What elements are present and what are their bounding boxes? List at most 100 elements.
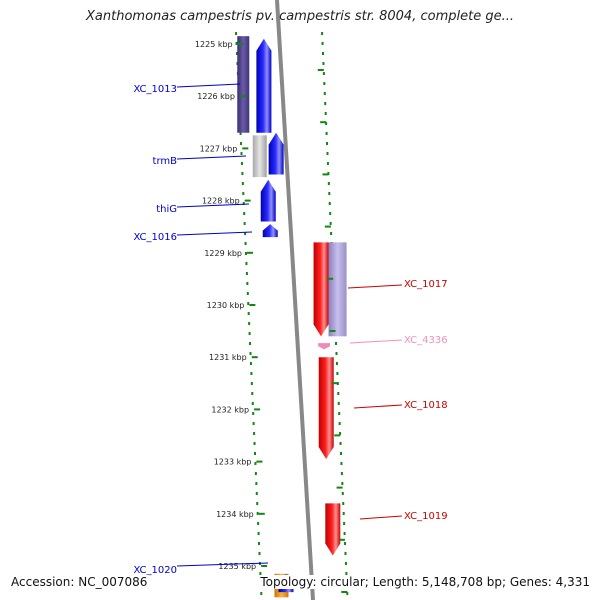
ruler-tick — [261, 565, 268, 567]
gene-arrow-xc_1018[interactable] — [318, 357, 334, 459]
ruler-tick-label: 1235 kbp — [218, 562, 256, 571]
ruler-tick-label: 1229 kbp — [204, 249, 242, 258]
right-dotted-track-dot — [324, 102, 327, 105]
left-dotted-track-dot — [256, 502, 259, 505]
gene-label-xc_1020[interactable]: XC_1020 — [133, 565, 177, 576]
left-dotted-track-dot — [242, 192, 245, 195]
gene-context-lavender[interactable] — [328, 242, 347, 337]
gene-label-leader-xc_1020 — [176, 562, 269, 567]
ruler-tick — [256, 460, 263, 463]
tick-dot-tracks — [235, 32, 349, 595]
gene-arrow-thig[interactable] — [260, 179, 276, 222]
gene-label-leader-thig — [176, 203, 250, 208]
gene-label-trmb[interactable]: trmB — [153, 156, 178, 167]
gene-arrow-xc_1017[interactable] — [313, 242, 329, 337]
left-dotted-track-dot — [235, 42, 238, 45]
ruler-tick — [242, 147, 249, 150]
left-dotted-track-dot — [255, 482, 258, 485]
right-dotted-track-dot — [337, 392, 340, 395]
left-dotted-track-dot — [247, 302, 250, 305]
left-dotted-track-dot — [257, 522, 260, 525]
ruler-tick-right — [329, 330, 336, 332]
ruler-tick — [244, 199, 251, 202]
gene-label-thig[interactable]: thiG — [156, 204, 177, 215]
left-dotted-track-dot — [243, 212, 246, 215]
right-dotted-track-dot — [344, 562, 347, 565]
ruler-tick-right — [336, 486, 343, 489]
right-dotted-track-dot — [338, 422, 341, 425]
gene-label-xc_1018[interactable]: XC_1018 — [404, 400, 448, 411]
ruler-tick-right — [338, 538, 345, 541]
ruler-tick — [239, 95, 246, 98]
left-dotted-track-dot — [240, 142, 243, 145]
left-dotted-track-dot — [252, 412, 255, 415]
left-dotted-track-dot — [240, 162, 243, 165]
ruler-tick-right — [341, 591, 348, 593]
left-dotted-track-dot — [246, 292, 249, 295]
left-dotted-track-dot — [245, 272, 248, 275]
right-dotted-track-dot — [339, 452, 342, 455]
right-dotted-track-dot — [326, 162, 329, 165]
right-dotted-track-dot — [343, 522, 346, 525]
right-dotted-track-dot — [322, 62, 325, 65]
gene-arrow-xc_1019[interactable] — [325, 503, 341, 556]
backbone — [275, 0, 315, 600]
right-dotted-track-dot — [323, 92, 326, 95]
right-dotted-track-dot — [341, 482, 344, 485]
ruler-tick-right — [320, 121, 327, 124]
left-dotted-track-dot — [249, 362, 252, 365]
left-dotted-track-dot — [250, 372, 253, 375]
gene-label-xc_4336[interactable]: XC_4336 — [404, 335, 448, 346]
ruler-tick-label: 1227 kbp — [200, 144, 238, 153]
left-dotted-track-dot — [248, 332, 251, 335]
left-dotted-track-dot — [253, 452, 256, 455]
ruler-tick-label: 1225 kbp — [195, 40, 233, 49]
gene-label-leader-trmb — [176, 155, 247, 160]
left-dotted-track-dot — [250, 382, 253, 385]
feature-track — [237, 36, 347, 598]
right-dotted-track-dot — [337, 402, 340, 405]
ruler-ticks: 1225 kbp 1226 kbp 1227 kbp 1228 kbp 1229 kbp… — [195, 40, 348, 593]
gene-label-xc_1017[interactable]: XC_1017 — [404, 279, 448, 290]
ruler-tick-label: 1231 kbp — [209, 353, 247, 362]
right-dotted-track-dot — [328, 202, 331, 205]
gene-arrow-trmb[interactable] — [268, 132, 284, 175]
gene-label-xc_1013[interactable]: XC_1013 — [133, 84, 177, 95]
gene-arrow-xc_4336[interactable] — [318, 343, 331, 350]
ruler-tick-label: 1233 kbp — [214, 458, 252, 467]
left-dotted-track-dot — [248, 322, 251, 325]
backbone-line — [275, 0, 315, 600]
left-dotted-track-dot — [244, 252, 247, 255]
gene-label-xc_1016[interactable]: XC_1016 — [133, 232, 177, 243]
right-dotted-track-dot — [344, 542, 347, 545]
right-dotted-track-dot — [327, 182, 330, 185]
ruler-tick — [251, 356, 258, 359]
left-dotted-track-dot — [252, 422, 255, 425]
gene-label-xc_1019[interactable]: XC_1019 — [404, 511, 448, 522]
left-dotted-track-dot — [235, 52, 238, 55]
gene-context-gray[interactable] — [252, 135, 267, 178]
gene-label-leader-xc_1017 — [347, 284, 403, 289]
left-dotted-track-dot — [253, 432, 256, 435]
left-dotted-track-dot — [257, 532, 260, 535]
ruler-tick — [254, 408, 261, 411]
gene-labels: XC_1013 trmB thiG XC_1016 XC_1017 XC_4336 XC_1… — [133, 83, 448, 576]
right-dotted-track-dot — [336, 372, 339, 375]
ruler-tick-label: 1228 kbp — [202, 197, 240, 206]
left-dotted-track-dot — [256, 512, 259, 515]
right-dotted-track-dot — [344, 552, 347, 555]
right-dotted-track-dot — [326, 142, 329, 145]
left-dotted-track-dot — [246, 282, 249, 285]
gene-arrow-xc_1016[interactable] — [262, 224, 278, 238]
left-dotted-track-dot — [254, 472, 257, 475]
right-dotted-track-dot — [340, 462, 343, 465]
accession-text: Accession: NC_007086 — [9, 575, 150, 589]
map-title: Xanthomonas campestris pv. campestris st… — [86, 9, 514, 24]
right-dotted-track-dot — [335, 362, 338, 365]
gene-context-purple[interactable] — [237, 36, 250, 133]
gene-arrow-xc_1013[interactable] — [256, 38, 272, 133]
right-dotted-track-dot — [324, 112, 327, 115]
left-dotted-track-dot — [258, 552, 261, 555]
left-dotted-track-dot — [249, 342, 252, 345]
